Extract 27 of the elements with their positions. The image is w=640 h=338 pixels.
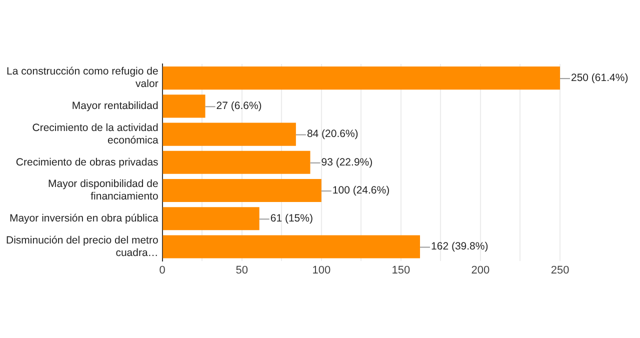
x-tick-label: 50 [236,264,248,276]
data-label: 61 (15%) [270,212,313,225]
y-tick-label: Mayor inversión en obra pública [9,212,158,225]
bar [162,122,296,146]
data-label: 100 (24.6%) [332,184,390,196]
data-label: 250 (61.4%) [571,72,628,84]
x-tick-label: 100 [312,264,331,276]
y-tick-label: La construcción como refugio de valor [6,66,159,90]
x-tick-label: 250 [550,264,570,276]
bar [162,235,420,258]
x-tick-label: 150 [392,264,410,276]
y-tick-label: Disminución del precio del metro cuadra… [6,234,158,259]
data-label: 27 (6.6%) [216,100,262,112]
y-tick-label: Crecimiento de obras privadas [16,156,158,168]
x-tick-label: 0 [159,264,166,276]
data-label: 162 (39.8%) [431,240,488,253]
y-tick-label: Mayor rentabilidad [72,100,158,112]
y-tick-label: Mayor disponibilidad de financiamiento [48,178,158,203]
bar [162,66,560,90]
data-label: 93 (22.9%) [321,156,373,168]
bar [162,94,206,118]
data-label: 84 (20.6%) [306,128,358,140]
bar [162,207,260,230]
y-tick-label: Crecimiento de la actividad económica [32,122,158,146]
bar [162,178,322,202]
bar [162,150,310,174]
x-tick-label: 200 [471,264,490,276]
